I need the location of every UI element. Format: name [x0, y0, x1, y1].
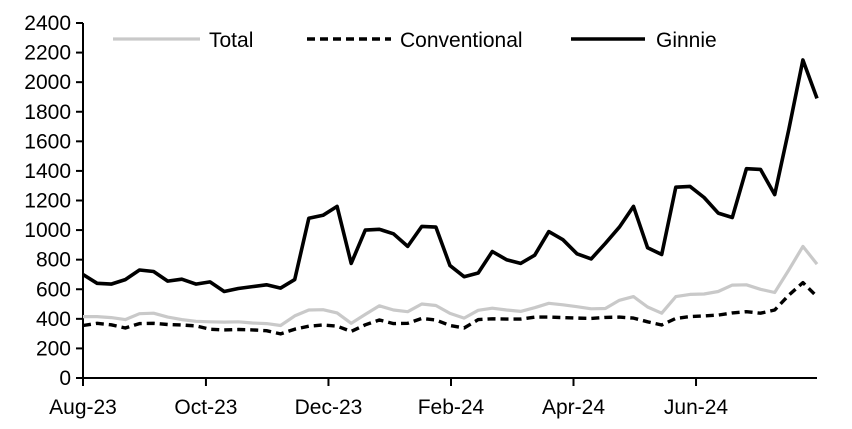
y-axis-tick-label: 200 — [36, 337, 71, 360]
y-axis-tick-label: 400 — [36, 308, 71, 331]
y-axis-tick-label: 1800 — [24, 101, 71, 124]
x-axis-tick-label: Feb-24 — [418, 396, 485, 419]
y-axis-tick-label: 1200 — [24, 190, 71, 213]
legend-label-total: Total — [209, 29, 253, 52]
y-axis-tick-label: 600 — [36, 278, 71, 301]
ginnie-line — [82, 58, 819, 294]
legend-item-ginnie: Ginnie — [571, 29, 717, 52]
y-axis-tick-label: 1400 — [24, 160, 71, 183]
y-axis-tick-label: 800 — [36, 249, 71, 272]
total-line — [83, 244, 819, 328]
legend-item-conventional: Conventional — [307, 29, 523, 52]
x-axis-tick-label: Jun-24 — [664, 396, 729, 419]
y-axis-tick-label: 0 — [59, 367, 71, 390]
y-axis-tick-label: 2000 — [24, 71, 71, 94]
x-axis-tick-label: Dec-23 — [295, 396, 363, 419]
y-axis-tick-label: 1600 — [24, 130, 71, 153]
x-axis-tick-label: Aug-23 — [49, 396, 117, 419]
conventional-line — [82, 280, 819, 336]
y-axis-tick-label: 1000 — [24, 219, 71, 242]
y-axis-tick-label: 2400 — [24, 12, 71, 35]
x-axis-tick-label: Oct-23 — [174, 396, 237, 419]
legend-label-conventional: Conventional — [400, 29, 523, 52]
legend-item-total: Total — [113, 29, 253, 52]
y-axis-tick-label: 2200 — [24, 42, 71, 65]
x-axis-tick-label: Apr-24 — [542, 396, 605, 419]
legend-label-ginnie: Ginnie — [656, 29, 717, 52]
